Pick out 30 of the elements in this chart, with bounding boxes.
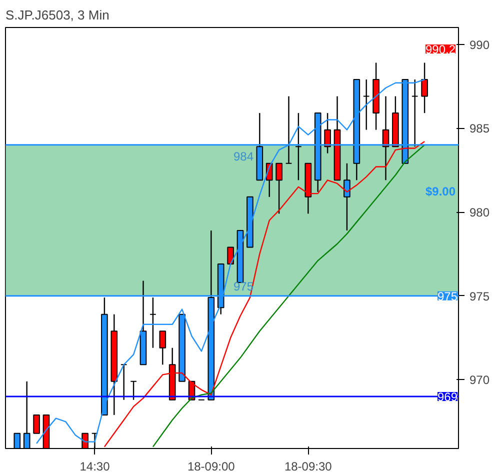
candlestick (150, 296, 156, 348)
y-tick-label: 985 (470, 122, 490, 136)
annotation: 984 (234, 150, 254, 164)
line-series (152, 144, 426, 448)
chart-title: S.JP.J6503, 3 Min (6, 8, 110, 22)
candlestick (324, 112, 331, 154)
candlestick (120, 364, 128, 400)
candlestick (295, 112, 302, 181)
y-tick-label: 970 (470, 373, 490, 388)
ref-line-label: 975 (438, 289, 458, 304)
candlestick (23, 380, 30, 448)
x-tick-label: 18-09:30 (284, 460, 332, 474)
annotation: $9.00 (425, 184, 456, 198)
candlestick (33, 414, 40, 434)
y-tick-label: 975 (470, 289, 490, 304)
candlestick (411, 78, 418, 148)
candlestick (362, 78, 370, 130)
candlestick (421, 62, 428, 114)
y-tick-label: 990 (470, 38, 490, 52)
candlestick (276, 162, 282, 214)
candlestick (130, 380, 137, 400)
candlestick (14, 432, 21, 448)
x-tick-label: 14:30 (80, 460, 110, 474)
candlestick (285, 96, 292, 164)
ref-line-label: 969 (438, 390, 458, 404)
candlestick (344, 162, 350, 232)
y-tick-label: 980 (470, 206, 490, 220)
candlestick (159, 330, 166, 366)
annotation: 990.2 (425, 42, 456, 56)
x-tick-label: 18-09:00 (187, 460, 236, 474)
